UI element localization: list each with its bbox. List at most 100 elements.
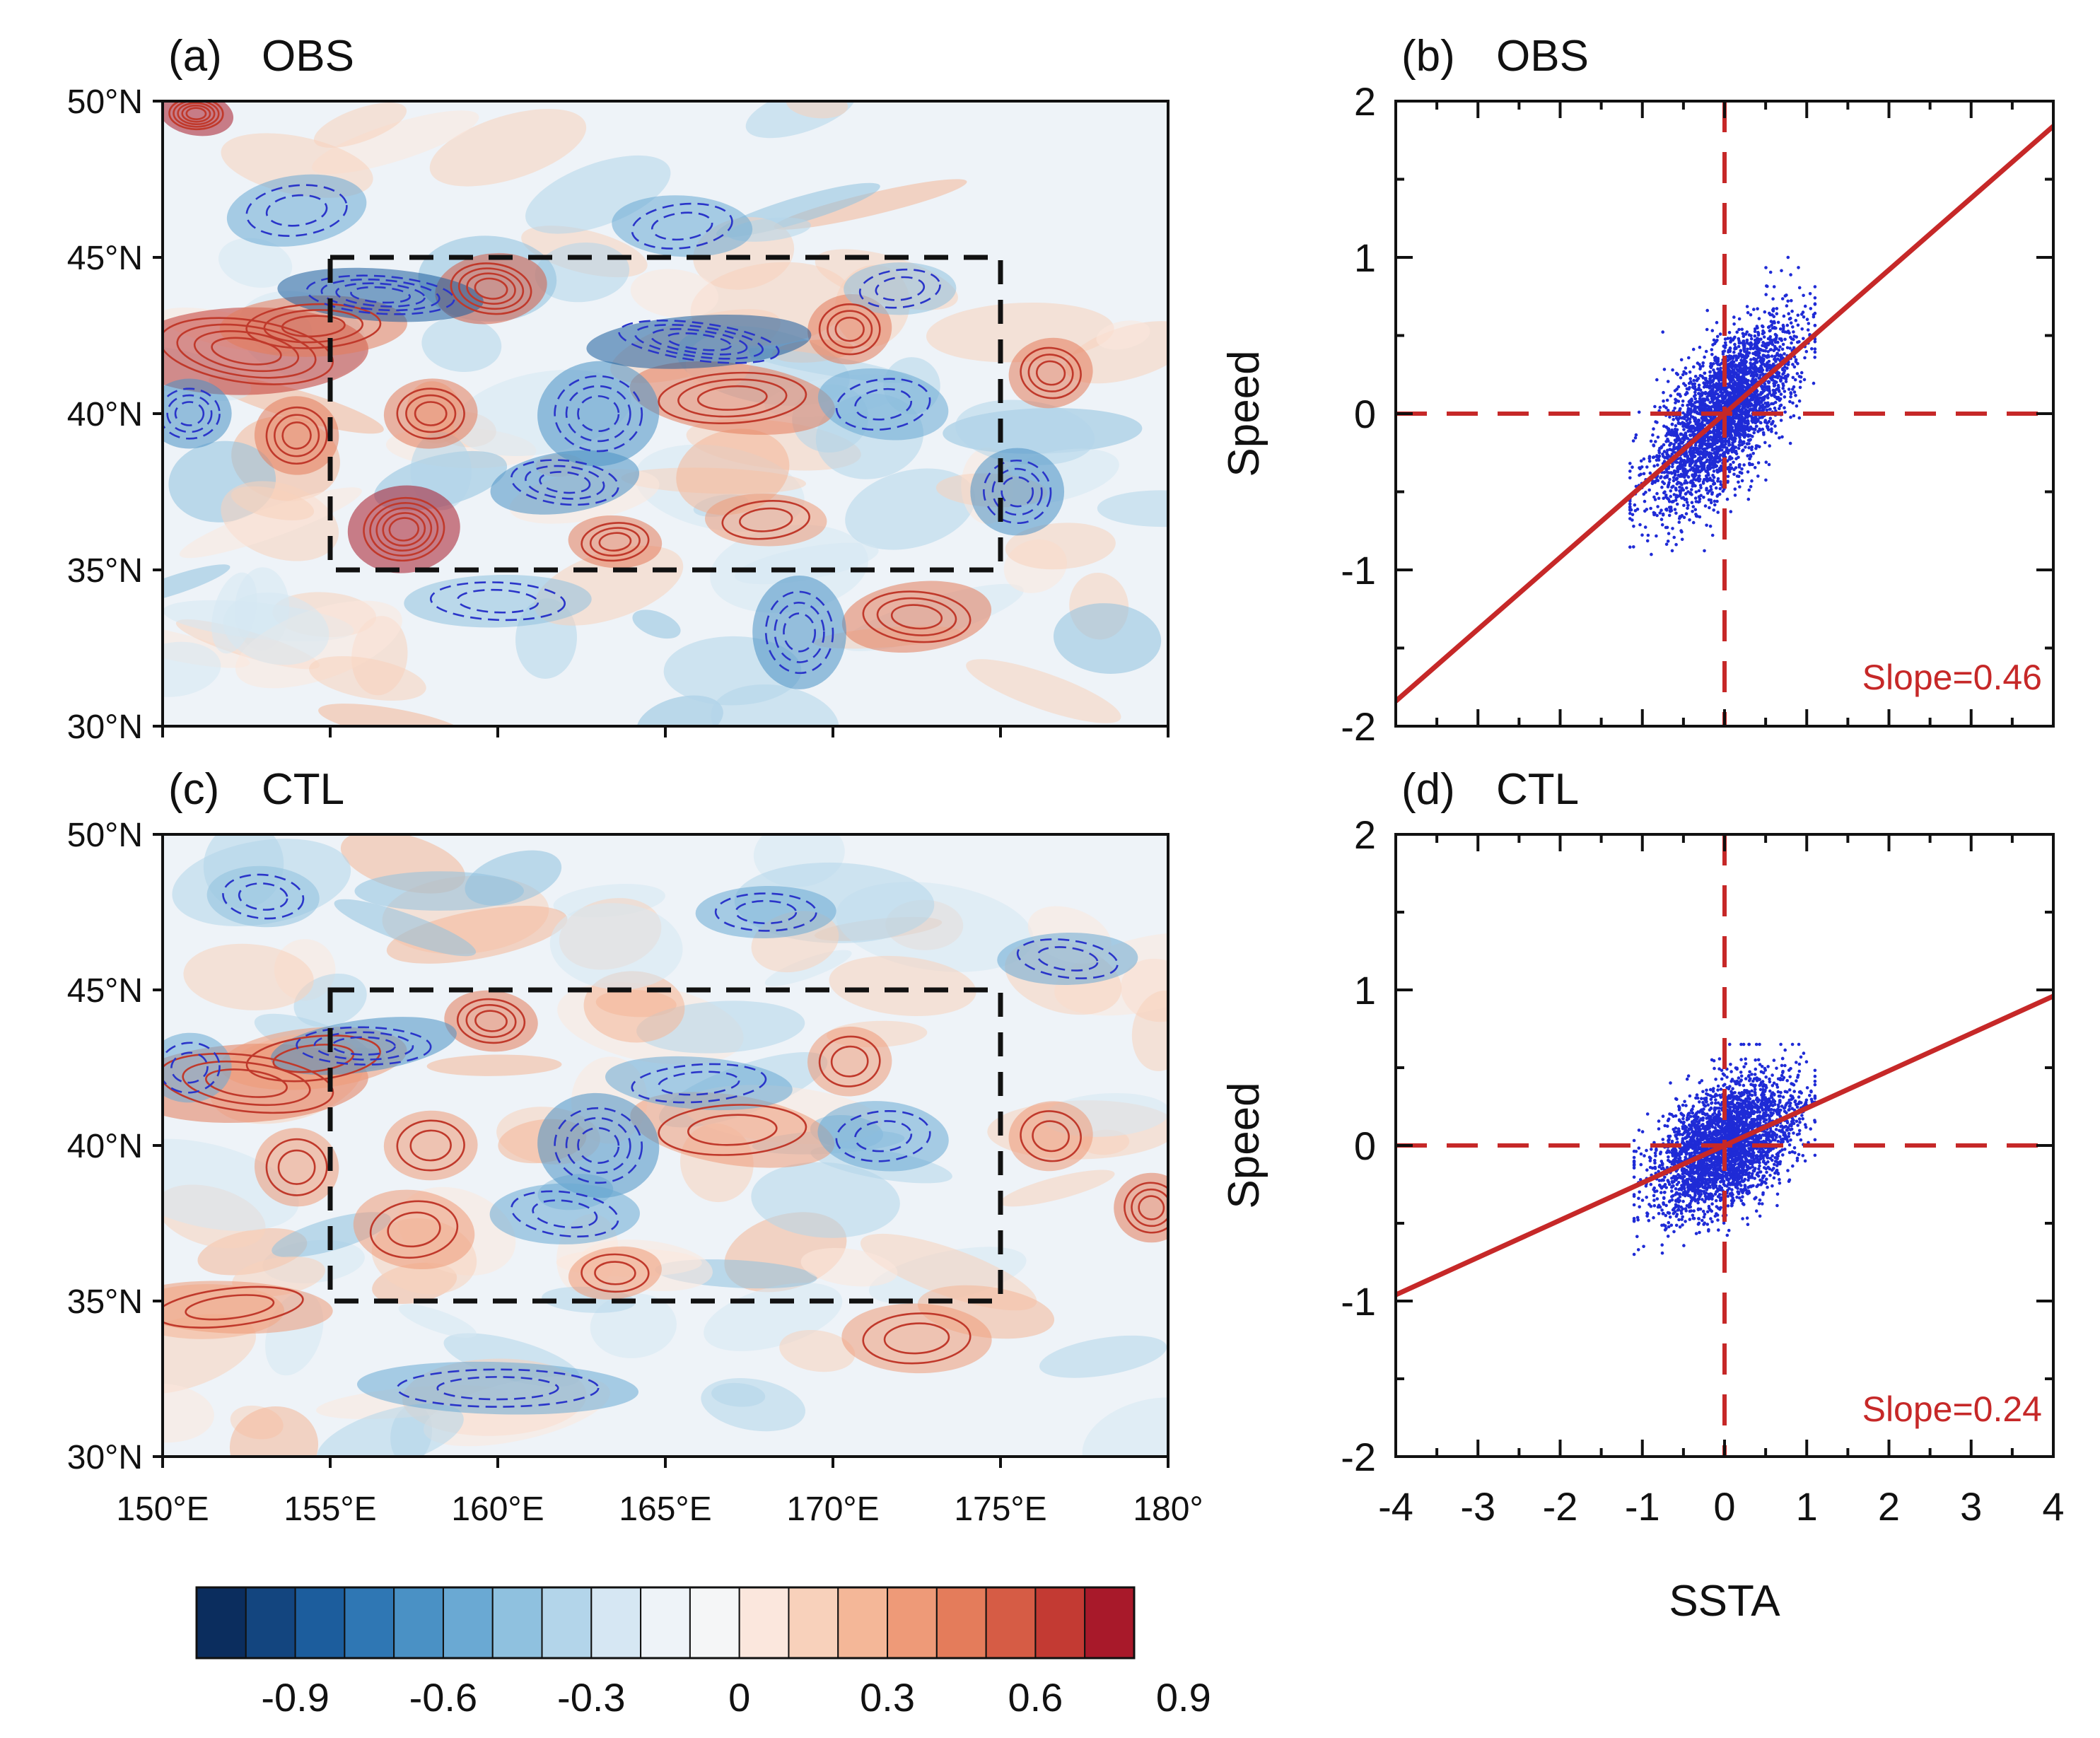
scatter-point — [1695, 410, 1699, 414]
positive-contour — [185, 107, 207, 120]
scatter-point — [1797, 399, 1802, 403]
scatter-point — [1807, 322, 1811, 325]
panel-a-region-box — [327, 255, 1003, 573]
scatter-point — [1662, 390, 1665, 395]
scatter-point — [1743, 404, 1746, 409]
scatter-point — [1741, 408, 1744, 412]
scatter-point — [1742, 425, 1746, 429]
scatter-point — [1703, 405, 1707, 409]
positive-contour — [182, 1060, 311, 1107]
negative-contour — [539, 471, 591, 494]
scatter-point — [1740, 467, 1744, 471]
scatter-point — [1738, 438, 1742, 442]
scatter-point — [1754, 369, 1757, 373]
positive-contour — [581, 522, 650, 562]
scatter-point — [1682, 370, 1686, 374]
y-tick-label: 35°N — [67, 1283, 143, 1321]
scatter-point — [1732, 354, 1736, 358]
y-tick-label: 40°N — [67, 396, 143, 433]
scatter-point — [1677, 494, 1681, 498]
scatter-point — [1813, 324, 1817, 327]
scatter-point — [1708, 489, 1711, 493]
scatter-point — [1736, 430, 1740, 433]
scatter-point — [1676, 1180, 1681, 1184]
scatter-point — [1749, 313, 1753, 317]
scatter-point — [1652, 1203, 1657, 1208]
scatter-point — [1664, 525, 1668, 530]
positive-contour — [176, 323, 317, 379]
positive-contour — [405, 394, 457, 433]
scatter-point — [1767, 387, 1771, 391]
scatter-point — [1788, 399, 1792, 404]
panel-c-contours — [163, 873, 1168, 1408]
scatter-point — [1662, 399, 1665, 403]
scatter-point — [1661, 330, 1664, 334]
positive-contour — [193, 330, 300, 373]
scatter-point — [1732, 445, 1736, 448]
scatter-point — [1779, 355, 1783, 359]
scatter-point — [1721, 397, 1725, 400]
negative-contour — [1016, 938, 1119, 979]
scatter-point — [1753, 466, 1757, 470]
scatter-point — [1697, 428, 1701, 432]
scatter-point — [1693, 496, 1698, 500]
scatter-point — [1705, 1088, 1708, 1092]
scatter-point — [1712, 385, 1716, 389]
scatter-point — [1797, 1095, 1801, 1099]
scatter-point — [1734, 346, 1737, 349]
scatter-point — [1681, 411, 1685, 415]
scatter-point — [1655, 1197, 1659, 1201]
panel-c-title: CTL — [262, 765, 344, 814]
positive-contour — [658, 371, 807, 424]
negative-contour — [577, 1127, 620, 1164]
scatter-point — [1681, 436, 1684, 441]
scatter-point — [1792, 330, 1795, 334]
scatter-point — [1813, 303, 1817, 306]
scatter-point — [1759, 357, 1763, 361]
scatter-point — [1776, 320, 1780, 325]
scatter-point — [1795, 1119, 1799, 1124]
shading-patch — [800, 1247, 898, 1287]
scatter-point — [1662, 1201, 1665, 1205]
scatter-point — [1678, 489, 1681, 493]
shading-patch — [429, 109, 587, 187]
scatter-point — [1743, 361, 1747, 366]
scatter-point — [1686, 436, 1690, 441]
scatter-point — [1628, 462, 1632, 465]
positive-contour — [409, 1129, 452, 1162]
scatter-point — [1648, 1159, 1652, 1162]
scatter-point — [1729, 337, 1732, 340]
negative-contour — [835, 378, 931, 431]
y-tick-label: 50°N — [67, 817, 143, 854]
scatter-point — [1679, 529, 1683, 532]
scatter-point — [1766, 401, 1770, 405]
scatter-point — [1708, 390, 1713, 393]
scatter-point — [1672, 418, 1675, 421]
scatter-point — [1631, 439, 1635, 443]
scatter-point — [1729, 1090, 1733, 1093]
scatter-point — [1723, 337, 1727, 341]
scatter-point — [1712, 416, 1715, 420]
scatter-point — [1765, 408, 1769, 412]
scatter-point — [1691, 505, 1696, 508]
scatter-point — [1708, 1087, 1713, 1092]
scatter-point — [1783, 352, 1786, 356]
scatter-point — [1669, 394, 1673, 397]
positive-contour — [474, 277, 508, 300]
scatter-point — [1732, 460, 1735, 465]
scatter-point — [1758, 1198, 1762, 1202]
negative-contour — [577, 395, 620, 433]
shading-patch — [676, 428, 790, 515]
scatter-point — [1813, 285, 1817, 288]
positive-contour — [581, 1253, 650, 1293]
scatter-point — [1781, 372, 1785, 376]
scatter-point — [1727, 443, 1731, 447]
scatter-point — [1744, 368, 1747, 373]
scatter-point — [1778, 327, 1783, 331]
scatter-point — [1668, 415, 1672, 419]
negative-contour — [1001, 476, 1034, 508]
scatter-point — [1649, 439, 1653, 443]
scatter-point — [1710, 329, 1715, 332]
scatter-point — [1732, 429, 1735, 433]
scatter-point — [1755, 424, 1758, 428]
